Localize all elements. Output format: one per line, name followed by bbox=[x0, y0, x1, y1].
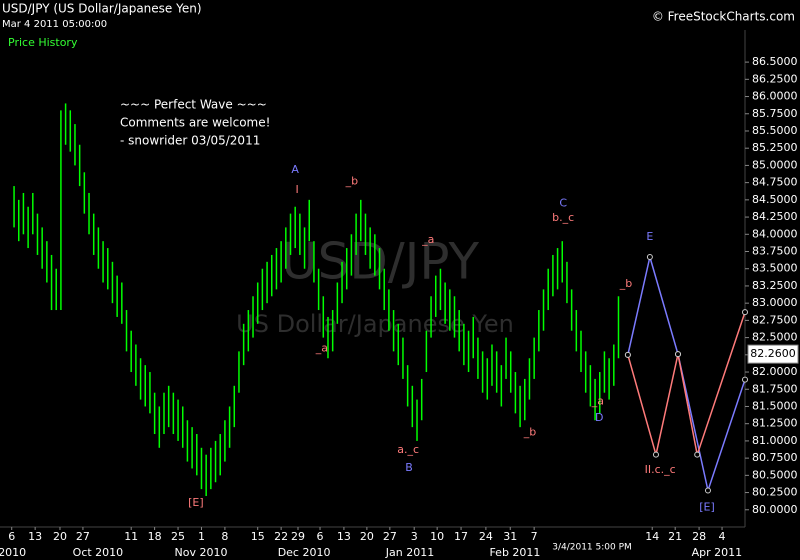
x-tick-label: 8 bbox=[221, 530, 228, 543]
y-tick-label: 80.5000 bbox=[752, 468, 798, 481]
x-month-label: Jan 2011 bbox=[385, 546, 434, 559]
y-tick-label: 82.7500 bbox=[752, 313, 798, 326]
y-tick-label: 81.0000 bbox=[752, 434, 798, 447]
note-line: Comments are welcome! bbox=[120, 116, 270, 130]
wave-label: _b bbox=[523, 426, 537, 439]
x-tick-label: 20 bbox=[360, 530, 374, 543]
x-tick-label: 3 bbox=[411, 530, 418, 543]
note-line: - snowrider 03/05/2011 bbox=[120, 134, 260, 148]
x-tick-label: 27 bbox=[76, 530, 90, 543]
x-tick-label: 24 bbox=[479, 530, 493, 543]
timestamp: Mar 4 2011 05:00:00 bbox=[2, 19, 107, 30]
title: USD/JPY (US Dollar/Japanese Yen) bbox=[2, 2, 202, 16]
wave-label: _b bbox=[345, 174, 359, 187]
wave-point bbox=[652, 451, 659, 458]
wave-label: [E] bbox=[699, 501, 715, 514]
x-month-label: Dec 2010 bbox=[278, 546, 331, 559]
x-tick-label: 13 bbox=[337, 530, 351, 543]
x-tick-label: 7 bbox=[531, 530, 538, 543]
x-month-label: Oct 2010 bbox=[73, 546, 124, 559]
y-tick-label: 86.2500 bbox=[752, 72, 798, 85]
y-tick-label: 84.7500 bbox=[752, 176, 798, 189]
x-month-label: Feb 2011 bbox=[489, 546, 540, 559]
y-tick-label: 83.2500 bbox=[752, 279, 798, 292]
wave-label: E bbox=[646, 230, 653, 243]
wave-label: _a bbox=[591, 395, 604, 408]
x-month-label: 2010 bbox=[0, 546, 26, 559]
y-tick-label: 83.7500 bbox=[752, 245, 798, 258]
x-tick-label: 22 bbox=[274, 530, 288, 543]
x-tick-label: 17 bbox=[454, 530, 468, 543]
copyright: © FreeStockCharts.com bbox=[652, 10, 795, 24]
y-tick-label: 83.0000 bbox=[752, 296, 798, 309]
x-tick-label: 20 bbox=[53, 530, 67, 543]
wave-label: _b bbox=[619, 277, 633, 290]
x-tick-label: 6 bbox=[317, 530, 324, 543]
wave-point bbox=[646, 254, 653, 261]
y-tick-label: 82.5000 bbox=[752, 331, 798, 344]
y-tick-label: 85.7500 bbox=[752, 107, 798, 120]
y-tick-label: 86.5000 bbox=[752, 55, 798, 68]
y-tick-label: 86.0000 bbox=[752, 90, 798, 103]
y-tick-label: 85.2500 bbox=[752, 141, 798, 154]
y-tick-label: 81.2500 bbox=[752, 417, 798, 430]
wave-point bbox=[704, 487, 711, 494]
x-tick-label: 13 bbox=[28, 530, 42, 543]
y-tick-label: 85.5000 bbox=[752, 124, 798, 137]
x-tick-label: 18 bbox=[148, 530, 162, 543]
x-tick-label: 4 bbox=[719, 530, 726, 543]
wave-label: A bbox=[291, 163, 299, 176]
x-tick-label: 27 bbox=[383, 530, 397, 543]
wave-label: II.c._c bbox=[645, 463, 676, 476]
note-line: ~~~ Perfect Wave ~~~ bbox=[120, 98, 267, 112]
y-tick-label: 85.0000 bbox=[752, 158, 798, 171]
y-tick-label: 84.2500 bbox=[752, 210, 798, 223]
wave-point bbox=[674, 351, 681, 358]
x-tick-label: 11 bbox=[124, 530, 138, 543]
y-tick-label: 80.2500 bbox=[752, 486, 798, 499]
wave-label: D bbox=[595, 411, 603, 424]
y-tick-label: 81.5000 bbox=[752, 399, 798, 412]
y-tick-label: 83.5000 bbox=[752, 262, 798, 275]
x-tick-label: 28 bbox=[692, 530, 706, 543]
x-month-label: Apr 2011 bbox=[692, 546, 743, 559]
x-tick-label: 25 bbox=[171, 530, 185, 543]
cursor-label: 3/4/2011 5:00 PM bbox=[552, 543, 632, 553]
wave-label: a._c bbox=[397, 443, 419, 456]
wave-label: _a bbox=[315, 342, 328, 355]
last-price-label: 82.2600 bbox=[750, 347, 796, 360]
y-tick-label: 84.5000 bbox=[752, 193, 798, 206]
x-tick-label: 31 bbox=[503, 530, 517, 543]
watermark-subtitle: US Dollar/Japanese Yen bbox=[236, 310, 514, 338]
wave-point bbox=[694, 451, 701, 458]
x-tick-label: 15 bbox=[251, 530, 265, 543]
x-tick-label: 21 bbox=[668, 530, 682, 543]
wave-label: I bbox=[295, 183, 298, 196]
wave-label: C bbox=[559, 196, 567, 209]
x-month-label: Nov 2010 bbox=[175, 546, 228, 559]
last-price-box bbox=[747, 344, 799, 364]
wave-point bbox=[624, 351, 631, 358]
y-tick-label: 80.0000 bbox=[752, 503, 798, 516]
x-tick-label: 29 bbox=[291, 530, 305, 543]
x-tick-label: 10 bbox=[430, 530, 444, 543]
y-tick-label: 80.7500 bbox=[752, 451, 798, 464]
panel-label: Price History bbox=[8, 36, 78, 49]
x-tick-label: 6 bbox=[8, 530, 15, 543]
wave-point bbox=[742, 309, 748, 316]
wave-label: [E] bbox=[188, 496, 204, 509]
x-tick-label: 14 bbox=[645, 530, 659, 543]
wave-label: B bbox=[405, 461, 413, 474]
wave-label: b._c bbox=[552, 211, 574, 224]
y-tick-label: 81.7500 bbox=[752, 382, 798, 395]
y-tick-label: 82.0000 bbox=[752, 365, 798, 378]
wave-label: _a bbox=[421, 233, 434, 246]
y-tick-label: 84.0000 bbox=[752, 227, 798, 240]
wave-point bbox=[742, 376, 748, 383]
x-tick-label: 1 bbox=[198, 530, 205, 543]
